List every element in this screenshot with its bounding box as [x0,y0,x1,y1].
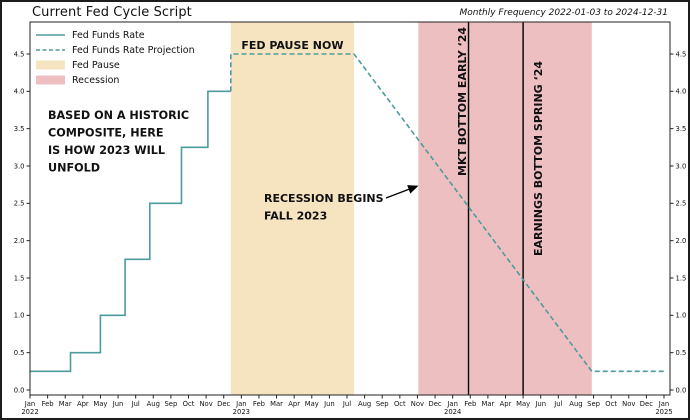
fed-pause-now-annotation: FED PAUSE NOW [241,39,343,52]
historic-composite-annotation-line: COMPOSITE, HERE [48,127,163,140]
y-tick-label-right: 1.5 [676,274,687,282]
x-tick-label: Dec [640,400,653,408]
y-tick-label-left: 0.0 [14,386,25,394]
legend-swatch-3 [36,75,65,85]
y-tick-label-left: 2.5 [14,200,25,208]
x-tick-label: May [516,400,530,408]
y-tick-label-left: 3.5 [14,125,25,133]
x-tick-label: Nov [622,400,635,408]
y-tick-label-right: 3.0 [676,162,687,170]
fed-pause-band [230,22,355,395]
legend-swatch-2 [36,60,65,70]
x-tick-label: Dec [217,400,230,408]
frequency-note: Monthly Frequency 2022-01-03 to 2024-12-… [459,8,668,18]
historic-composite-annotation-line: IS HOW 2023 WILL [48,144,165,157]
x-tick-label: Jan [24,400,35,408]
x-tick-label: Mar [59,400,72,408]
x-tick-label: Mar [270,400,283,408]
x-tick-label: Aug [569,400,582,408]
y-tick-label-left: 4.5 [14,50,25,58]
x-tick-label: Feb [253,400,265,408]
x-tick-label: Mar [481,400,494,408]
x-tick-label: Jul [342,400,351,408]
x-tick-label: Sep [587,400,600,408]
recession-arrow [385,185,419,199]
fed-funds-projection-line [230,53,664,373]
x-tick-year-label: 2025 [655,408,672,416]
x-tick-label: May [93,400,107,408]
x-tick-label: Nov [199,400,212,408]
x-tick-year-label: 2024 [444,408,461,416]
y-tick-label-right: 4.0 [676,88,687,96]
x-tick-label: Aug [358,400,371,408]
historic-composite-annotation-line: UNFOLD [48,162,100,175]
x-tick-label: Jun [534,400,546,408]
y-tick-label-left: 0.5 [14,349,25,357]
y-tick-label-right: 1.0 [676,312,687,320]
recession-begins-annotation-line: FALL 2023 [264,210,327,223]
x-tick-label: Jan [235,400,246,408]
mkt-bottom-vline-label: MKT BOTTOM EARLY ‘24 [456,27,469,176]
y-tick-label-left: 1.0 [14,312,25,320]
x-tick-label: Apr [77,400,89,408]
x-tick-label: Oct [183,400,195,408]
x-tick-label: Feb [42,400,54,408]
x-tick-label: Oct [605,400,617,408]
y-tick-label-right: 3.5 [676,125,687,133]
x-tick-label: Sep [164,400,177,408]
recession-begins-annotation-line: RECESSION BEGINS [264,192,384,205]
x-tick-label: Apr [500,400,512,408]
x-tick-label: Dec [428,400,441,408]
x-tick-label: Jun [323,400,335,408]
x-tick-label: Jan [658,400,669,408]
earnings-bottom-vline-label: EARNINGS BOTTOM SPRING ‘24 [532,61,545,256]
y-tick-label-right: 2.5 [676,200,687,208]
legend-label-1: Fed Funds Rate Projection [72,45,195,56]
y-tick-label-left: 2.0 [14,237,25,245]
x-tick-label: Jul [131,400,140,408]
chart-title: Current Fed Cycle Script [32,5,192,20]
y-tick-label-right: 0.5 [676,349,687,357]
legend-label-3: Recession [72,75,119,86]
recession-band [418,22,592,395]
y-tick-label-left: 4.0 [14,88,25,96]
y-tick-label-left: 3.0 [14,162,25,170]
y-tick-label-right: 2.0 [676,237,687,245]
historic-composite-annotation-line: BASED ON A HISTORIC [48,109,189,122]
x-tick-year-label: 2023 [233,408,250,416]
x-tick-label: Jul [553,400,562,408]
y-tick-label-right: 0.0 [676,386,687,394]
x-tick-label: Sep [376,400,389,408]
x-tick-label: May [305,400,319,408]
y-tick-label-right: 4.5 [676,50,687,58]
legend-label-2: Fed Pause [72,60,120,71]
x-tick-label: Apr [288,400,300,408]
y-tick-label-left: 1.5 [14,274,25,282]
axes-frame [29,21,671,396]
x-tick-label: Feb [464,400,476,408]
x-tick-label: Aug [147,400,160,408]
x-tick-year-label: 2022 [21,408,38,416]
x-tick-label: Nov [411,400,424,408]
x-tick-label: Oct [394,400,406,408]
legend-label-0: Fed Funds Rate [72,30,145,41]
x-tick-label: Jun [112,400,124,408]
x-tick-label: Jan [446,400,457,408]
fed-funds-rate-line [30,90,231,373]
